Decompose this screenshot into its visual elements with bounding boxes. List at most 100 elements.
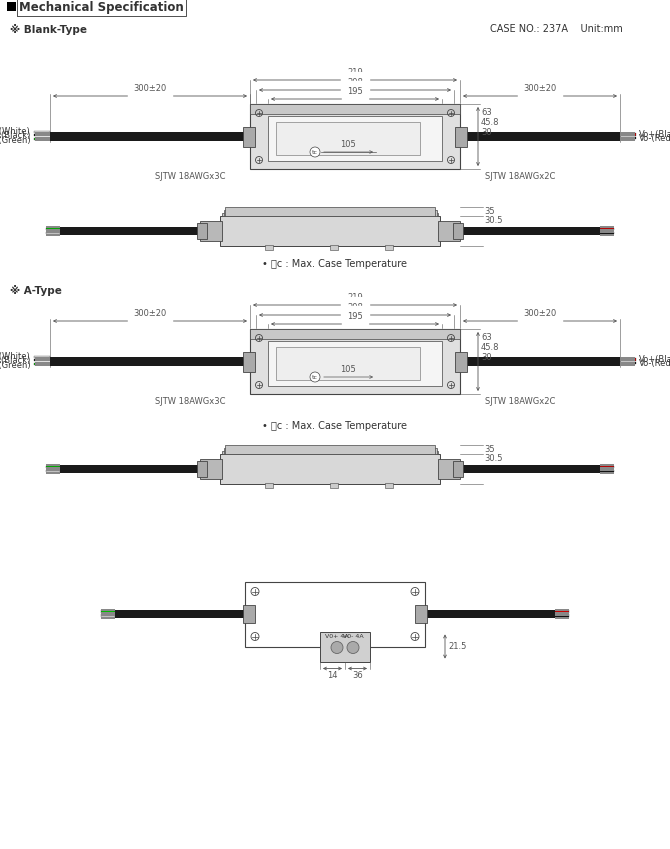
Text: V0- 4A: V0- 4A [342, 633, 363, 638]
Bar [225, 207, 435, 216]
Text: 63: 63 [481, 108, 492, 116]
Bar [600, 464, 614, 466]
Bar [620, 357, 635, 358]
Bar [35, 132, 50, 133]
Bar [7, 2, 16, 11]
Bar [243, 351, 255, 372]
Text: V0+ 4A: V0+ 4A [325, 633, 349, 638]
Bar [101, 610, 115, 611]
Text: tc: tc [312, 149, 318, 155]
Bar [265, 245, 273, 250]
Bar [320, 632, 370, 661]
Text: Mechanical Specification: Mechanical Specification [19, 1, 184, 14]
Bar [600, 228, 614, 230]
Bar [460, 132, 620, 141]
Bar [225, 445, 435, 454]
Bar [46, 469, 60, 471]
Bar [268, 341, 442, 386]
Bar [46, 472, 60, 474]
Text: 300±20: 300±20 [523, 84, 557, 93]
Bar [460, 465, 600, 473]
Bar [60, 465, 200, 473]
Text: 36: 36 [352, 672, 363, 681]
Text: 300±20: 300±20 [133, 309, 167, 318]
Text: 208: 208 [347, 303, 363, 312]
Text: AC/L(Black): AC/L(Black) [0, 131, 31, 140]
Bar [46, 228, 60, 230]
Text: 21.5: 21.5 [448, 642, 466, 651]
Bar [250, 104, 460, 169]
Bar [101, 615, 115, 616]
Bar [265, 483, 273, 488]
Text: Vo+(Black): Vo+(Black) [639, 355, 670, 364]
Bar [276, 122, 420, 155]
Text: SJTW 18AWGx3C: SJTW 18AWGx3C [155, 397, 225, 406]
Bar [250, 104, 460, 114]
Bar [385, 483, 393, 488]
Text: 105: 105 [340, 140, 356, 149]
Bar [60, 227, 200, 235]
Bar [34, 363, 50, 365]
Bar [620, 362, 636, 364]
Bar [220, 454, 440, 484]
Text: ※ A-Type: ※ A-Type [10, 285, 62, 296]
Bar [35, 362, 50, 363]
Bar [200, 221, 222, 241]
Bar [453, 223, 463, 239]
Bar [555, 614, 569, 616]
Bar [425, 610, 555, 618]
Text: SJTW 18AWGx2C: SJTW 18AWGx2C [485, 397, 555, 406]
Bar [34, 358, 50, 361]
Text: • Ⓣc : Max. Case Temperature: • Ⓣc : Max. Case Temperature [263, 421, 407, 431]
Text: 30: 30 [481, 127, 492, 137]
Text: AC/L(Black): AC/L(Black) [0, 356, 31, 365]
Bar [34, 131, 50, 133]
Bar [620, 133, 636, 136]
Bar [600, 472, 614, 474]
Bar [600, 232, 614, 234]
Bar [46, 232, 60, 234]
Text: 35: 35 [484, 445, 494, 453]
Circle shape [310, 372, 320, 382]
Bar [50, 132, 250, 141]
Bar [453, 461, 463, 477]
Text: AC/N(White): AC/N(White) [0, 127, 31, 136]
Circle shape [347, 642, 359, 654]
Bar [46, 467, 60, 469]
Bar [460, 227, 600, 235]
Text: Vo+(Black): Vo+(Black) [639, 130, 670, 139]
Bar [620, 364, 635, 366]
Bar [34, 356, 50, 358]
Text: 35: 35 [484, 206, 494, 216]
Circle shape [331, 642, 343, 654]
Bar [197, 223, 207, 239]
Bar [438, 459, 460, 479]
Bar [35, 364, 50, 366]
Bar [620, 358, 636, 361]
Bar [46, 232, 60, 233]
Text: 30: 30 [481, 352, 492, 362]
Text: 45.8: 45.8 [481, 342, 500, 351]
Bar [46, 234, 60, 235]
Text: 300±20: 300±20 [523, 309, 557, 318]
Bar [243, 127, 255, 147]
Bar [46, 227, 60, 228]
Bar [250, 329, 460, 339]
Text: Vo-(Red): Vo-(Red) [639, 134, 670, 143]
Bar [620, 134, 635, 136]
Bar [555, 610, 569, 611]
Bar [46, 465, 60, 468]
Bar [101, 614, 115, 616]
Text: 45.8: 45.8 [481, 117, 500, 127]
Text: PE⊕(Green): PE⊕(Green) [0, 136, 31, 145]
Bar [276, 347, 420, 380]
Text: SJTW 18AWGx3C: SJTW 18AWGx3C [155, 172, 225, 181]
Bar [620, 362, 635, 363]
Text: • Ⓣc : Max. Case Temperature: • Ⓣc : Max. Case Temperature [263, 259, 407, 269]
Text: ※ Blank-Type: ※ Blank-Type [10, 24, 87, 35]
Bar [34, 133, 50, 136]
Bar [268, 116, 442, 161]
Bar [600, 469, 614, 471]
Bar [222, 451, 438, 454]
Text: AC/N(White): AC/N(White) [0, 352, 31, 361]
